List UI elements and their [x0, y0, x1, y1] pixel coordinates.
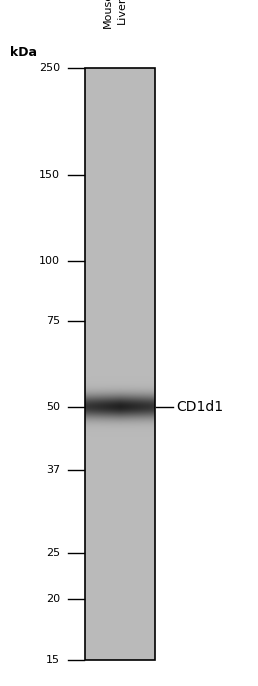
Text: Mouse: Mouse: [103, 0, 113, 28]
Text: 100: 100: [39, 256, 60, 265]
Text: 75: 75: [46, 316, 60, 327]
Text: 37: 37: [46, 465, 60, 475]
Text: kDa: kDa: [10, 45, 37, 58]
Bar: [85, 68, 155, 660]
Text: 20: 20: [46, 595, 60, 604]
Text: 15: 15: [46, 655, 60, 665]
Text: 250: 250: [39, 63, 60, 73]
Text: 25: 25: [46, 547, 60, 558]
Text: Liver: Liver: [117, 0, 127, 24]
Text: 50: 50: [46, 402, 60, 412]
Text: CD1d1: CD1d1: [176, 400, 223, 414]
Text: 150: 150: [39, 171, 60, 180]
